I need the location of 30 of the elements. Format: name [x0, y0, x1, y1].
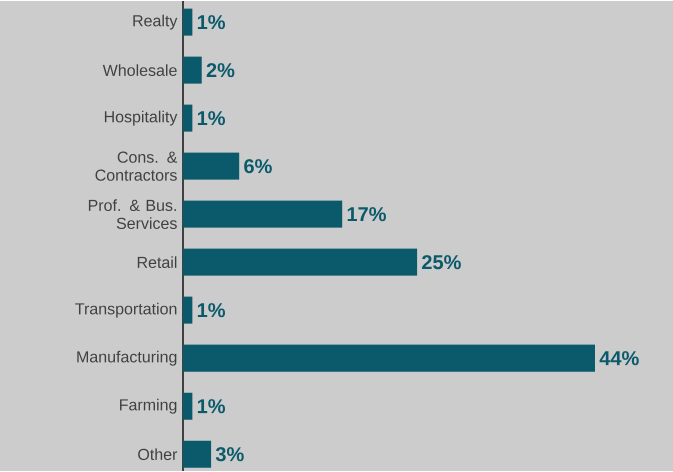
y-tick-label: Transportation — [75, 302, 176, 318]
y-tick-label: Retail — [138, 256, 176, 268]
data-label: 6% — [244, 159, 272, 174]
bar — [183, 56, 202, 84]
bar — [183, 296, 192, 324]
y-tick-label: Cons. & Contractors — [96, 151, 178, 181]
y-tick-label: Other — [138, 448, 178, 460]
data-label: 1% — [198, 303, 226, 318]
bar — [183, 104, 192, 132]
y-tick-label: Manufacturing — [77, 350, 176, 366]
bar — [183, 392, 192, 420]
data-label: 1% — [198, 399, 226, 414]
data-label: 25% — [422, 255, 461, 270]
bar — [183, 440, 212, 468]
y-tick-label: Wholesale — [102, 64, 177, 76]
bar — [183, 152, 240, 180]
data-label: 1% — [198, 15, 226, 30]
y-tick-label: Prof. & Bus. Services — [88, 199, 177, 230]
bar — [183, 8, 192, 36]
data-label: 3% — [216, 447, 244, 462]
bar — [183, 200, 342, 228]
bar — [183, 248, 418, 276]
data-label: 2% — [206, 63, 234, 78]
data-label: 17% — [348, 207, 386, 222]
y-tick-label: Hospitality — [104, 110, 178, 126]
data-label: 44% — [600, 351, 639, 366]
y-tick-label: Realty — [133, 14, 178, 30]
bar — [183, 344, 596, 372]
data-label: 1% — [198, 111, 226, 126]
y-tick-label: Farming — [120, 398, 176, 414]
